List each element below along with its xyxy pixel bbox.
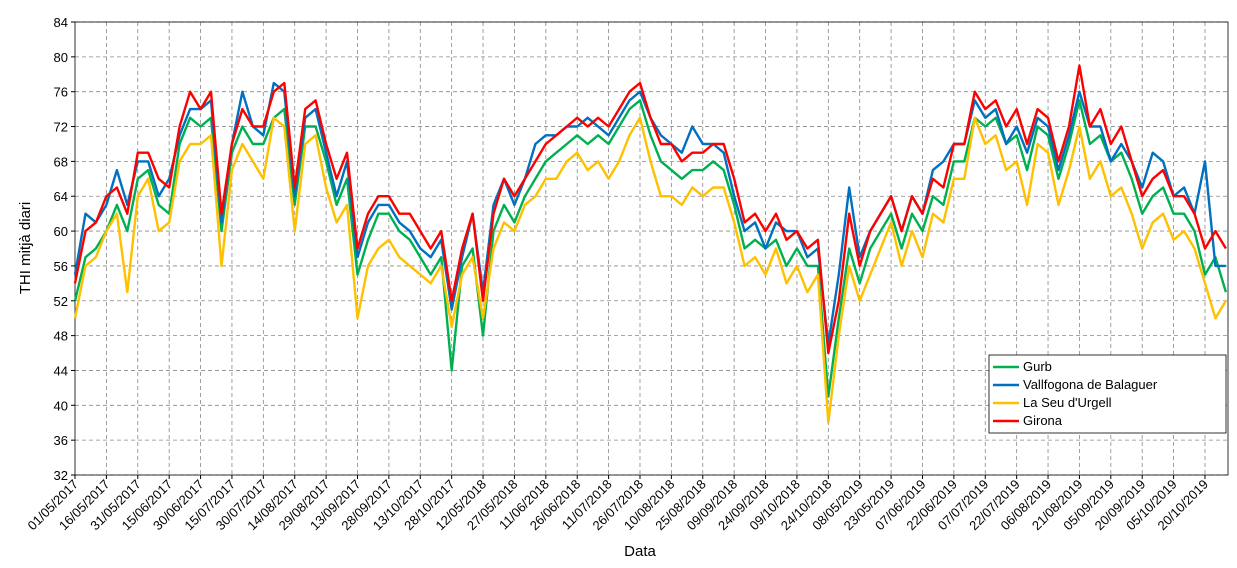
y-axis-label: THI mitjà diari: [17, 202, 34, 295]
plot-frame: [74, 21, 1229, 476]
y-tick-label: 56: [54, 259, 68, 274]
legend-box: [988, 354, 1227, 434]
y-tick-label: 40: [54, 398, 68, 413]
y-tick-label: 64: [54, 189, 68, 204]
y-tick-label: 72: [54, 120, 68, 135]
y-tick-label: 36: [54, 433, 68, 448]
legend-label: Girona: [1023, 413, 1063, 428]
y-tick-label: 52: [54, 294, 68, 309]
y-tick-label: 84: [54, 15, 68, 30]
y-tick-label: 80: [54, 50, 68, 65]
y-tick-label: 32: [54, 468, 68, 483]
y-tick-label: 68: [54, 154, 68, 169]
line-series: [73, 116, 1227, 424]
y-tick-label: 44: [54, 363, 68, 378]
y-tick-label: 60: [54, 224, 68, 239]
legend-label: Gurb: [1023, 359, 1052, 374]
line-series: [73, 64, 1227, 355]
legend-label: La Seu d'Urgell: [1023, 395, 1112, 410]
line-series: [73, 81, 1226, 346]
legend-label: Vallfogona de Balaguer: [1023, 377, 1158, 392]
y-tick-label: 48: [54, 329, 68, 344]
y-tick-label: 76: [54, 85, 68, 100]
x-axis-label: Data: [624, 543, 656, 560]
line-series: [73, 99, 1228, 398]
